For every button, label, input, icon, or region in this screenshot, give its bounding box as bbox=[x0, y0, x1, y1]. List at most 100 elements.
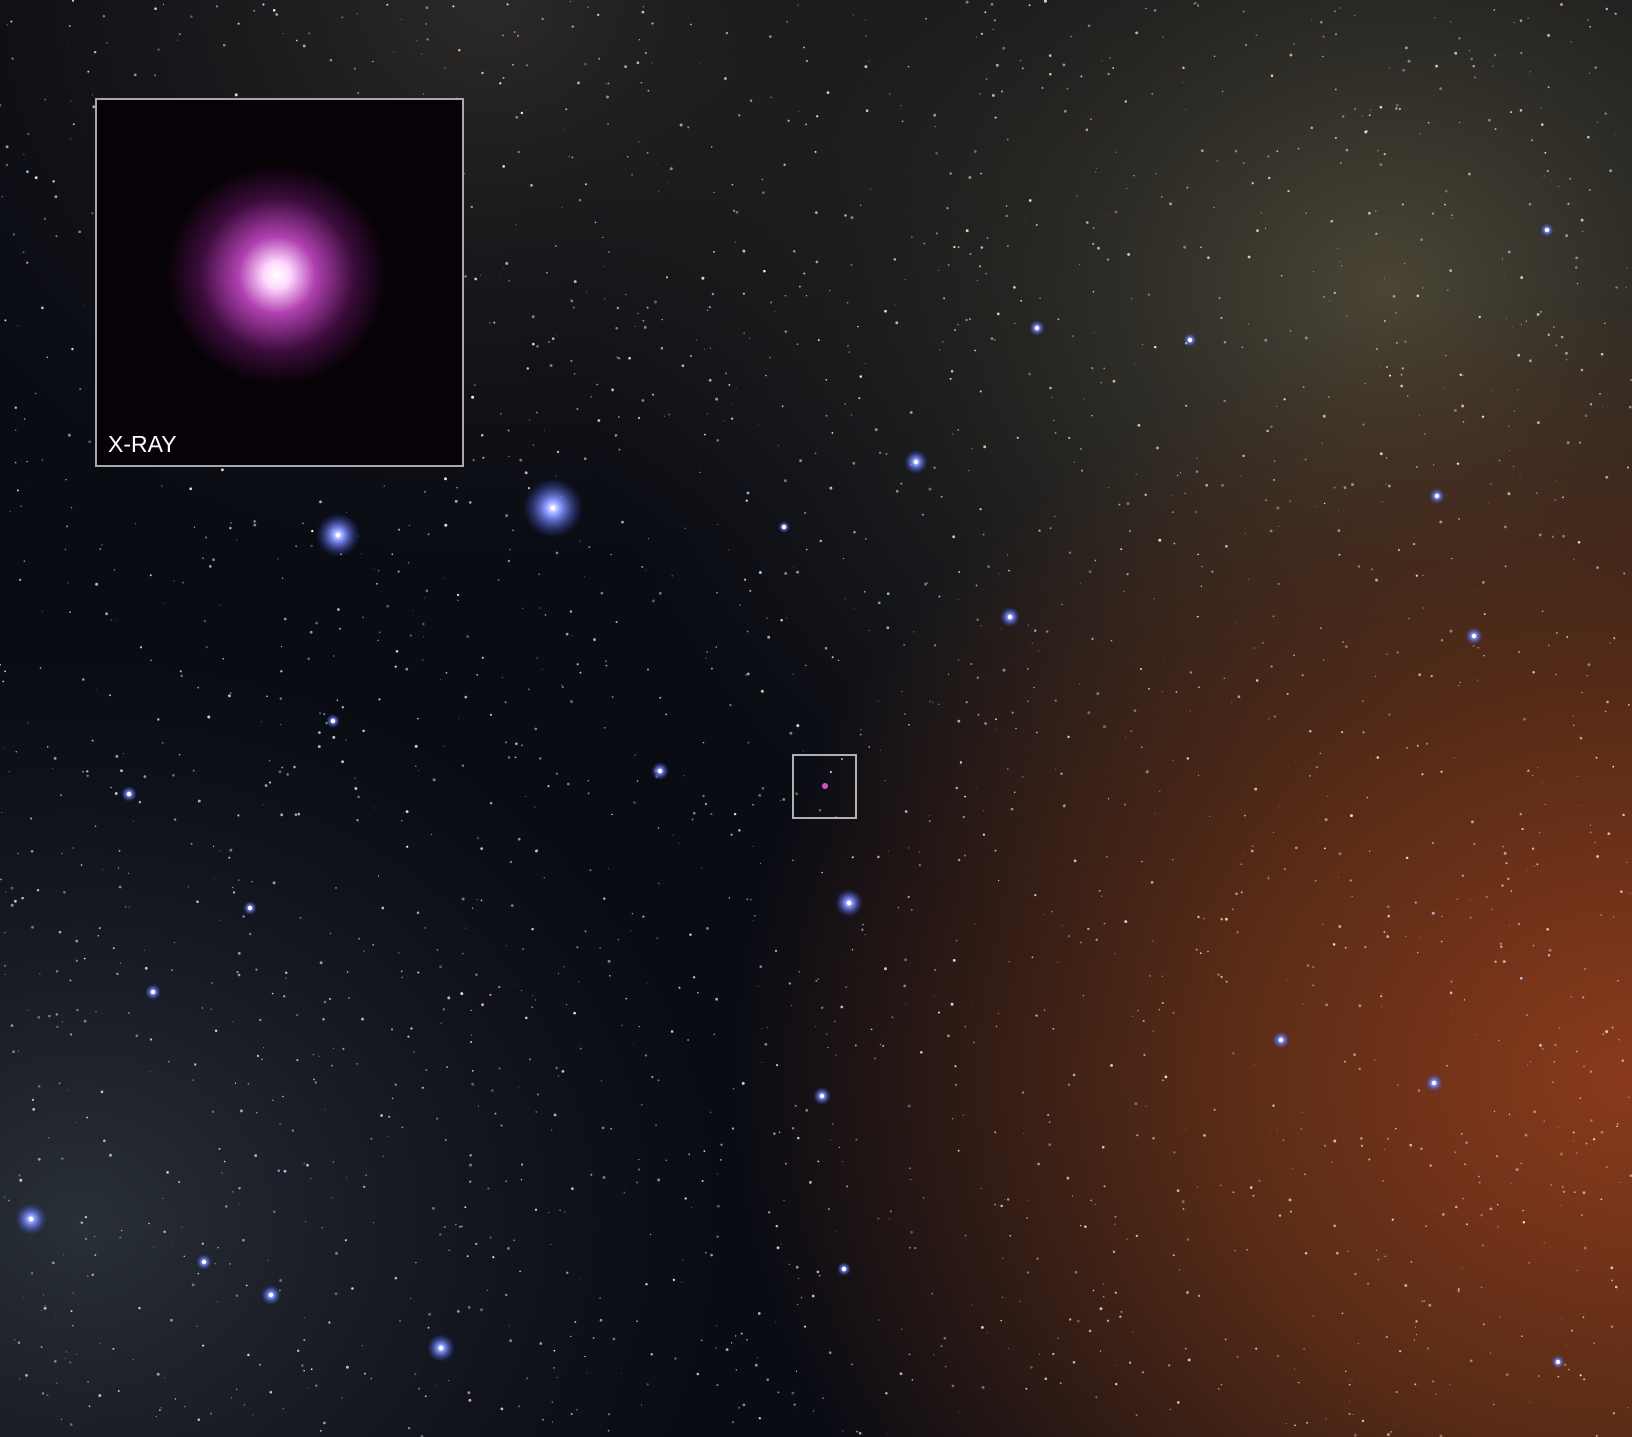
star bbox=[1494, 1111, 1495, 1112]
star bbox=[1494, 9, 1496, 11]
star bbox=[1270, 529, 1273, 532]
star bbox=[1590, 1071, 1592, 1073]
star bbox=[1361, 1145, 1363, 1147]
star bbox=[758, 1312, 761, 1315]
star bbox=[1, 812, 2, 813]
star bbox=[1451, 558, 1452, 559]
star bbox=[1193, 2, 1195, 4]
star bbox=[851, 1364, 853, 1366]
star bbox=[613, 1338, 616, 1341]
star bbox=[382, 1155, 384, 1157]
star bbox=[532, 995, 533, 996]
star bbox=[953, 959, 956, 962]
star bbox=[1245, 533, 1246, 534]
star bbox=[761, 690, 764, 693]
star bbox=[979, 508, 981, 510]
star bbox=[70, 138, 72, 140]
star bbox=[44, 1305, 45, 1306]
star bbox=[1386, 457, 1388, 459]
star bbox=[860, 205, 862, 207]
star bbox=[1449, 269, 1452, 272]
star bbox=[198, 800, 201, 803]
star bbox=[830, 771, 832, 773]
star bbox=[1307, 964, 1310, 967]
star bbox=[310, 631, 313, 634]
star bbox=[1058, 318, 1060, 320]
star bbox=[1388, 485, 1391, 488]
star bbox=[1146, 779, 1147, 780]
star bbox=[206, 646, 208, 648]
star bbox=[489, 322, 490, 323]
star bbox=[1170, 1409, 1171, 1410]
star bbox=[1137, 1010, 1138, 1011]
star bbox=[1445, 355, 1446, 356]
star bbox=[392, 1098, 393, 1099]
star bbox=[1492, 65, 1493, 66]
star bbox=[233, 891, 235, 893]
star bbox=[1049, 73, 1052, 76]
star bbox=[1434, 17, 1436, 19]
star bbox=[440, 1023, 442, 1025]
star bbox=[711, 146, 712, 147]
star bbox=[402, 1126, 404, 1128]
star bbox=[346, 1366, 349, 1369]
star bbox=[1081, 470, 1083, 472]
star bbox=[642, 915, 644, 917]
star bbox=[19, 1179, 22, 1182]
star bbox=[1154, 9, 1157, 12]
star bbox=[144, 950, 145, 951]
star bbox=[775, 950, 777, 952]
star bbox=[852, 462, 855, 465]
star bbox=[467, 1391, 470, 1394]
star bbox=[1405, 936, 1406, 937]
star bbox=[579, 199, 582, 202]
star bbox=[505, 1181, 506, 1182]
star bbox=[331, 1065, 333, 1067]
star bbox=[1006, 205, 1007, 206]
star bbox=[641, 1104, 643, 1106]
star bbox=[767, 1027, 768, 1028]
star bbox=[1162, 976, 1163, 977]
star bbox=[1267, 876, 1268, 877]
star bbox=[1221, 484, 1224, 487]
star bbox=[1329, 300, 1330, 301]
star bbox=[1352, 1378, 1353, 1379]
star bbox=[1380, 995, 1382, 997]
star bbox=[136, 1035, 139, 1038]
star bbox=[868, 746, 870, 748]
star bbox=[223, 658, 224, 659]
star bbox=[615, 434, 617, 436]
star bbox=[1007, 1198, 1009, 1200]
star bbox=[1060, 1382, 1062, 1384]
star bbox=[679, 843, 680, 844]
star bbox=[502, 34, 504, 36]
star bbox=[1596, 757, 1598, 759]
star bbox=[347, 971, 349, 973]
star bbox=[162, 1198, 163, 1199]
star bbox=[21, 897, 24, 900]
star bbox=[1450, 981, 1452, 983]
star bbox=[1279, 1214, 1281, 1216]
star bbox=[1427, 1347, 1429, 1349]
star bbox=[1584, 968, 1586, 970]
star bbox=[1404, 1284, 1407, 1287]
star bbox=[63, 891, 66, 894]
star bbox=[750, 899, 751, 900]
star bbox=[919, 852, 920, 853]
star bbox=[821, 872, 823, 874]
star bbox=[1623, 572, 1625, 574]
star bbox=[1497, 1226, 1499, 1228]
star bbox=[994, 339, 995, 340]
star bbox=[66, 1351, 67, 1352]
star bbox=[322, 1018, 325, 1021]
star bbox=[842, 1267, 846, 1271]
star bbox=[509, 1325, 510, 1326]
star bbox=[1490, 1353, 1491, 1354]
star bbox=[636, 1320, 638, 1322]
star bbox=[1151, 881, 1154, 884]
star bbox=[781, 1244, 782, 1245]
star bbox=[934, 126, 936, 128]
star bbox=[647, 668, 649, 670]
star bbox=[716, 1325, 717, 1326]
star bbox=[1324, 503, 1326, 505]
